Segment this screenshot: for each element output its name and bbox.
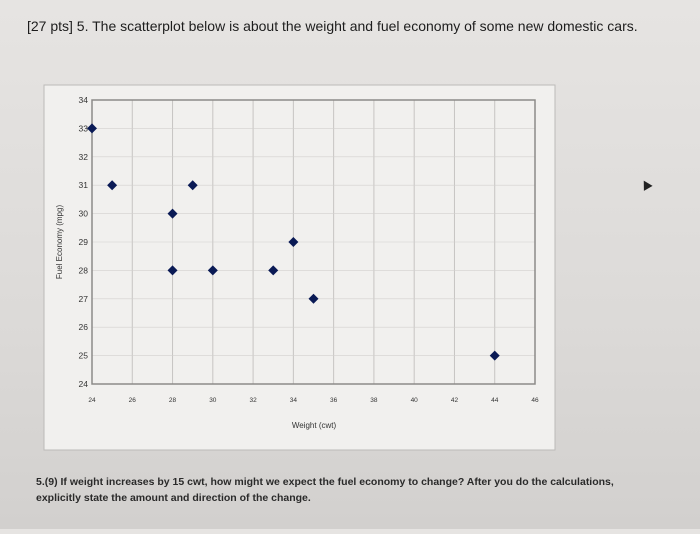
y-tick-label: 34 [79, 95, 89, 105]
x-tick-label: 38 [370, 397, 378, 404]
data-point [268, 265, 279, 276]
data-points [87, 123, 500, 361]
y-tick-label: 26 [79, 322, 89, 332]
data-point [308, 293, 319, 304]
x-tick-label: 32 [249, 397, 257, 404]
x-tick-label: 24 [88, 397, 96, 404]
x-tick-label: 26 [129, 397, 137, 404]
x-tick-label: 36 [330, 397, 338, 404]
x-tick-label: 46 [531, 397, 539, 404]
y-tick-label: 33 [79, 123, 89, 133]
y-tick-label: 32 [79, 152, 89, 162]
x-tick-label: 42 [451, 397, 459, 404]
x-tick-labels: 24 26 28 30 32 34 36 38 40 42 44 46 [88, 397, 539, 404]
x-tick-label: 30 [209, 397, 217, 404]
chart-frame [43, 84, 556, 451]
y-tick-labels: 24 25 26 27 28 29 30 31 32 33 34 [79, 95, 89, 389]
data-point [207, 265, 218, 276]
data-point [107, 180, 118, 191]
y-tick-label: 25 [79, 351, 89, 361]
x-axis-label: Weight (cwt) [292, 421, 337, 430]
question-header: [27 pts] 5. The scatterplot below is abo… [27, 18, 638, 34]
y-tick-label: 24 [79, 379, 89, 389]
x-tick-label: 34 [290, 397, 298, 404]
y-tick-label: 30 [79, 209, 89, 219]
y-tick-label: 29 [79, 237, 89, 247]
data-point [167, 265, 178, 276]
data-point [288, 237, 299, 247]
question-footer: 5.(9) If weight increases by 15 cwt, how… [36, 476, 614, 504]
y-tick-label: 28 [79, 265, 89, 275]
y-axis-label: Fuel Economy (mpg) [55, 205, 64, 280]
x-tick-label: 44 [491, 397, 499, 404]
data-point [167, 208, 178, 219]
plot-border [91, 99, 536, 385]
data-point [187, 180, 198, 191]
data-point [87, 123, 97, 134]
y-tick-label: 27 [79, 294, 89, 304]
data-point [489, 350, 500, 361]
x-tick-label: 28 [169, 397, 177, 404]
x-tick-label: 40 [411, 397, 419, 404]
y-tick-label: 31 [79, 180, 89, 190]
